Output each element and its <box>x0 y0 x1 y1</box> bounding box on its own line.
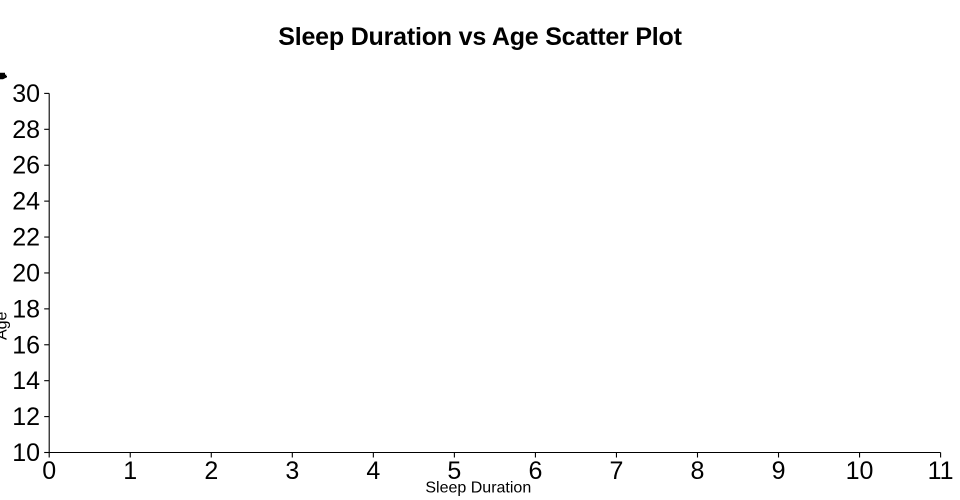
svg-text:4: 4 <box>366 457 380 485</box>
svg-text:24: 24 <box>12 188 40 216</box>
svg-text:16: 16 <box>12 331 40 359</box>
svg-text:14: 14 <box>12 367 40 395</box>
svg-text:26: 26 <box>12 152 40 180</box>
svg-text:12: 12 <box>12 403 40 431</box>
svg-text:20: 20 <box>12 259 40 287</box>
svg-text:Age: Age <box>0 311 10 340</box>
svg-text:2: 2 <box>204 457 218 485</box>
svg-text:22: 22 <box>12 224 40 252</box>
svg-text:10: 10 <box>12 439 40 467</box>
svg-text:28: 28 <box>12 116 40 144</box>
svg-text:9: 9 <box>772 457 786 485</box>
svg-text:18: 18 <box>12 295 40 323</box>
svg-text:7: 7 <box>609 457 623 485</box>
svg-text:3: 3 <box>285 457 299 485</box>
svg-text:10: 10 <box>846 457 874 485</box>
svg-text:8: 8 <box>691 457 705 485</box>
svg-text:11: 11 <box>928 457 954 485</box>
svg-text:0: 0 <box>42 457 56 485</box>
svg-text:1: 1 <box>123 457 137 485</box>
svg-text:Sleep Duration: Sleep Duration <box>425 480 531 497</box>
svg-text:30: 30 <box>12 80 40 108</box>
